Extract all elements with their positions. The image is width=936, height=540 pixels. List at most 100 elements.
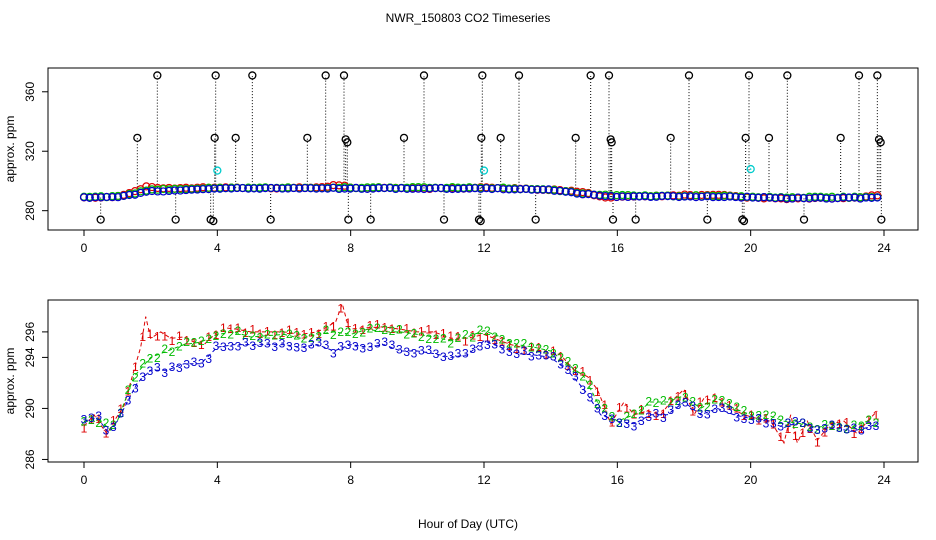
series-3-point — [544, 185, 553, 194]
x-tick-label: 4 — [214, 241, 221, 255]
outlier-point — [399, 133, 409, 143]
series-1-label: 1 — [227, 322, 234, 336]
series-3-label: 3 — [249, 339, 256, 353]
series-1-label: 1 — [521, 343, 528, 357]
outlier-point — [854, 71, 864, 80]
series-3-point — [646, 192, 655, 202]
series-3-point — [204, 185, 213, 194]
outlier-point — [303, 133, 312, 143]
series-3-point — [300, 183, 310, 193]
series-2-label: 2 — [205, 332, 212, 346]
series-1-label: 1 — [433, 328, 440, 342]
x-tick-label: 24 — [877, 473, 891, 487]
series-3-point — [102, 192, 111, 202]
series-3-point — [266, 183, 276, 193]
series-1-label: 1 — [843, 416, 850, 430]
series-3-point — [346, 184, 355, 193]
series-3-label: 3 — [330, 347, 337, 361]
series-3-label: 3 — [785, 416, 792, 430]
x-tick-label: 0 — [81, 473, 88, 487]
series-2-label: 2 — [543, 342, 550, 356]
series-2-label: 2 — [220, 327, 227, 341]
series-2-label: 2 — [469, 330, 476, 344]
series-1-label: 1 — [396, 322, 403, 336]
series-1-line — [83, 302, 878, 445]
series-3-label: 3 — [594, 402, 601, 416]
series-3-point — [674, 192, 684, 202]
series-3-point — [385, 183, 395, 193]
series-1-label: 1 — [631, 408, 638, 422]
series-3-point — [589, 190, 599, 199]
series-3-label: 3 — [792, 414, 799, 428]
series-3-label: 3 — [807, 421, 814, 435]
series-1-label: 1 — [601, 398, 608, 412]
series-2-label: 2 — [455, 331, 462, 345]
outlier-point — [153, 71, 162, 80]
series-2-label: 2 — [594, 397, 601, 411]
outlier-point — [531, 215, 540, 224]
series-3-label: 3 — [858, 423, 865, 437]
series-3-point — [555, 186, 565, 195]
series-3-point — [612, 192, 621, 202]
series-3-point — [816, 193, 825, 202]
series-2-label: 2 — [418, 330, 425, 344]
series-3-point — [776, 193, 786, 202]
x-tick-label: 20 — [744, 473, 758, 487]
series-3-point — [697, 192, 706, 201]
series-3-point — [153, 187, 162, 196]
series-3-label: 3 — [851, 421, 858, 435]
outlier-point — [474, 215, 484, 224]
series-2-label: 2 — [748, 409, 755, 423]
series-2-label: 2 — [763, 408, 770, 422]
series-3-label: 3 — [616, 416, 623, 430]
series-2-label: 2 — [293, 329, 300, 343]
series-1-label: 1 — [653, 409, 660, 423]
series-1-label: 1 — [506, 339, 513, 353]
series-3-label: 3 — [579, 383, 586, 397]
series-3-point — [232, 183, 242, 193]
series-3-label: 3 — [125, 393, 132, 407]
series-3-label: 3 — [161, 366, 168, 380]
series-3-label: 3 — [601, 409, 608, 423]
series-3-label: 3 — [103, 423, 110, 437]
series-2-label: 2 — [359, 326, 366, 340]
outlier-point — [739, 216, 749, 226]
series-1-label: 1 — [425, 322, 432, 336]
series-3-label: 3 — [132, 381, 139, 395]
outlier-point — [514, 71, 524, 80]
series-1-label: 1 — [491, 333, 498, 347]
series-3-label: 3 — [565, 363, 572, 377]
series-3-point — [419, 184, 429, 194]
outlier-point — [703, 215, 712, 224]
series-3-point — [329, 183, 338, 192]
series-2-label: 2 — [535, 341, 542, 355]
outlier-point — [783, 71, 792, 80]
x-tick-label: 16 — [611, 473, 625, 487]
series-2-label: 2 — [506, 336, 513, 350]
series-2-label: 2 — [697, 400, 704, 414]
series-3-label: 3 — [477, 339, 484, 353]
series-3-point — [96, 193, 106, 202]
series-2-label: 2 — [719, 393, 726, 407]
series-3-label: 3 — [169, 360, 176, 374]
series-2-label: 2 — [433, 332, 440, 346]
outlier-point — [631, 215, 640, 224]
x-tick-label: 0 — [81, 241, 88, 255]
series-2-label: 2 — [587, 378, 594, 392]
series-1-label: 1 — [572, 364, 579, 378]
series-3-label: 3 — [345, 338, 352, 352]
y-tick-label: 296 — [23, 322, 37, 342]
series-1-label: 1 — [418, 324, 425, 338]
series-2-label: 2 — [579, 370, 586, 384]
series-2-label: 2 — [396, 323, 403, 337]
series-3-label: 3 — [711, 402, 718, 416]
series-3-label: 3 — [389, 338, 396, 352]
series-1-label: 1 — [799, 426, 806, 440]
series-1-label: 1 — [147, 327, 154, 341]
series-3-label: 3 — [293, 340, 300, 354]
series-3-label: 3 — [755, 412, 762, 426]
series-2-label: 2 — [132, 370, 139, 384]
series-3-label: 3 — [535, 348, 542, 362]
series-1-label: 1 — [535, 341, 542, 355]
series-2-label: 2 — [125, 383, 132, 397]
